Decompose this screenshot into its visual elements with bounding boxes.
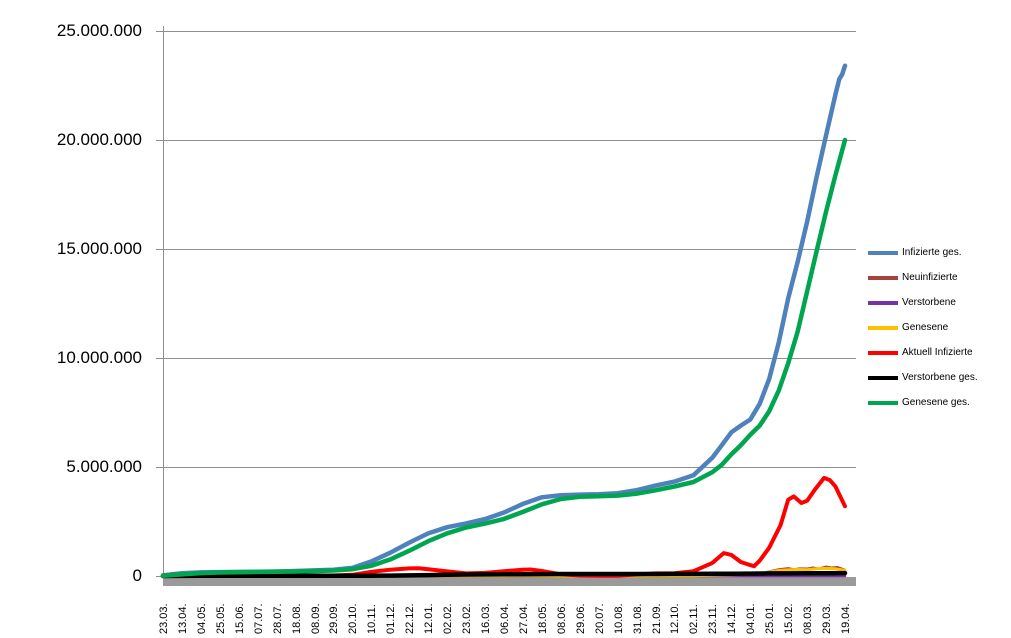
y-axis-label: 25.000.000 bbox=[56, 21, 142, 40]
x-axis-label: 07.07. bbox=[252, 603, 265, 634]
x-axis-label: 22.12. bbox=[404, 603, 417, 634]
legend-marker bbox=[868, 325, 898, 330]
x-axis-label: 08.09. bbox=[309, 603, 322, 634]
x-axis-label: 23.03. bbox=[158, 603, 170, 634]
x-axis-label: 06.04. bbox=[498, 603, 511, 634]
x-axis-label: 08.06. bbox=[555, 603, 568, 634]
legend-label: Infizierte ges. bbox=[902, 247, 962, 258]
x-axis-label: 10.08. bbox=[612, 603, 625, 634]
legend-label: Aktuell Infizierte bbox=[902, 347, 973, 358]
x-axis-label: 25.05. bbox=[214, 603, 227, 634]
legend-item: Infizierte ges. bbox=[868, 240, 978, 265]
x-axis-label: 12.10. bbox=[669, 603, 682, 634]
x-axis-label: 23.11. bbox=[707, 604, 720, 634]
y-axis-label: 15.000.000 bbox=[56, 239, 142, 258]
x-axis-label: 15.02. bbox=[783, 603, 796, 634]
legend-label: Verstorbene bbox=[902, 297, 956, 308]
y-axis-label: 20.000.000 bbox=[56, 130, 142, 149]
legend-item: Verstorbene ges. bbox=[868, 365, 978, 390]
legend-item: Genesene ges. bbox=[868, 390, 978, 415]
series-line-verstorbene-ges bbox=[160, 570, 848, 579]
x-axis-label: 19.04. bbox=[839, 603, 852, 634]
y-axis-label: 0 bbox=[132, 566, 142, 585]
x-axis-label: 29.09. bbox=[328, 603, 341, 634]
x-axis-label: 21.09. bbox=[650, 603, 663, 634]
x-axis-label: 04.01. bbox=[745, 603, 758, 634]
x-axis-label: 12.01. bbox=[423, 603, 436, 634]
legend-marker bbox=[868, 250, 898, 255]
y-axis-label: 10.000.000 bbox=[56, 348, 142, 367]
x-axis-label: 27.04. bbox=[517, 603, 530, 634]
y-axis-label: 5.000.000 bbox=[66, 457, 142, 476]
x-axis-label: 13.04. bbox=[176, 603, 189, 634]
x-axis-band bbox=[163, 577, 856, 586]
legend-item: Aktuell Infizierte bbox=[868, 340, 978, 365]
x-axis-label: 14.12. bbox=[726, 603, 739, 634]
legend-marker bbox=[868, 300, 898, 305]
legend-label: Genesene bbox=[902, 322, 949, 333]
legend-item: Verstorbene bbox=[868, 290, 978, 315]
x-axis-label: 02.02. bbox=[442, 603, 455, 634]
x-axis-label: 20.07. bbox=[593, 603, 606, 634]
x-axis-label: 20.10. bbox=[347, 603, 360, 634]
legend-label: Genesene ges. bbox=[902, 397, 970, 408]
x-axis-label: 18.08. bbox=[290, 603, 303, 634]
x-axis-label: 04.05. bbox=[195, 603, 208, 634]
series-line-genesene-ges bbox=[160, 137, 848, 579]
legend-marker bbox=[868, 375, 898, 380]
x-axis-label: 08.03. bbox=[802, 603, 815, 634]
x-axis-label: 25.01. bbox=[764, 603, 777, 634]
x-axis-label: 10.11. bbox=[366, 604, 379, 634]
x-axis-label: 31.08. bbox=[631, 603, 644, 634]
legend-item: Genesene bbox=[868, 315, 978, 340]
x-axis-label: 29.03. bbox=[821, 603, 834, 634]
legend-marker bbox=[868, 400, 898, 405]
x-axis-label: 02.11. bbox=[688, 604, 701, 634]
legend-marker bbox=[868, 275, 898, 280]
series-line-infizierte-ges bbox=[160, 63, 848, 578]
x-axis-label: 18.05. bbox=[536, 603, 549, 634]
x-axis-label: 16.03. bbox=[480, 603, 493, 634]
legend: Infizierte ges. Neuinfizierte Verstorbene G… bbox=[868, 240, 978, 415]
legend-marker bbox=[868, 350, 898, 355]
x-axis-label: 29.06. bbox=[574, 603, 587, 634]
legend-item: Neuinfizierte bbox=[868, 265, 978, 290]
x-axis-label: 28.07. bbox=[271, 603, 284, 634]
x-axis-label: 15.06. bbox=[233, 603, 246, 634]
legend-label: Verstorbene ges. bbox=[902, 372, 978, 383]
x-axis-label: 01.12. bbox=[385, 603, 398, 634]
series-line-aktuell-infizierte bbox=[161, 475, 847, 578]
legend-label: Neuinfizierte bbox=[902, 272, 958, 283]
x-axis-label: 23.02. bbox=[461, 603, 474, 634]
